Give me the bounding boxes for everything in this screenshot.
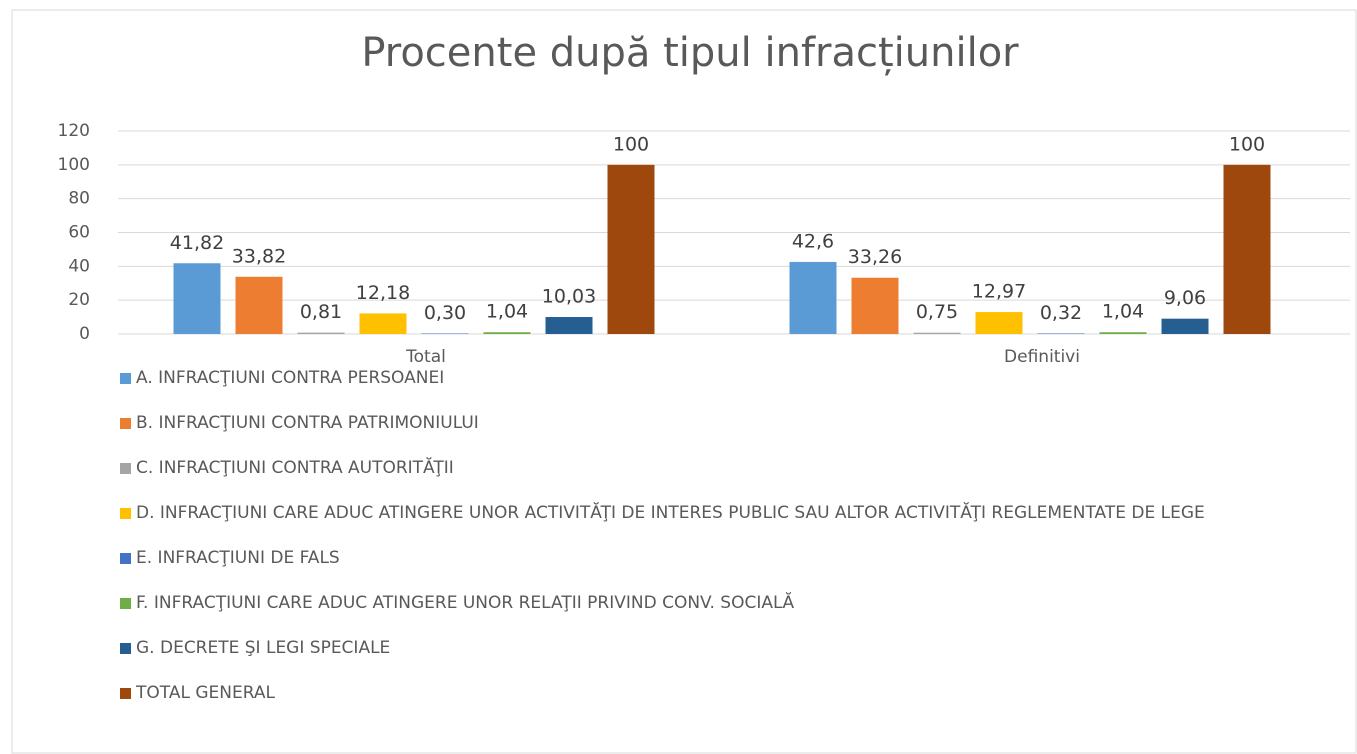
y-tick-label: 40 <box>68 256 90 276</box>
legend-label: F. INFRACŢIUNI CARE ADUC ATINGERE UNOR R… <box>136 593 795 613</box>
legend-item: G. DECRETE ŞI LEGI SPECIALE <box>120 636 1230 681</box>
y-tick-label: 80 <box>68 189 90 209</box>
data-label: 41,82 <box>170 232 224 254</box>
bar <box>1161 318 1209 334</box>
legend-swatch <box>120 418 131 429</box>
data-label: 42,6 <box>792 230 834 252</box>
legend-item: A. INFRACŢIUNI CONTRA PERSOANEI <box>120 366 1230 411</box>
data-label: 0,81 <box>300 301 342 323</box>
data-label: 0,30 <box>424 302 466 324</box>
legend-label: D. INFRACŢIUNI CARE ADUC ATINGERE UNOR A… <box>136 503 1205 523</box>
data-label: 0,32 <box>1040 302 1082 324</box>
legend-label: A. INFRACŢIUNI CONTRA PERSOANEI <box>136 368 445 388</box>
data-label: 0,75 <box>916 301 958 323</box>
legend-swatch <box>120 553 131 564</box>
data-label: 12,97 <box>972 281 1026 303</box>
bar <box>483 332 531 334</box>
bar <box>173 263 221 334</box>
data-label: 9,06 <box>1164 287 1206 309</box>
bar <box>913 332 961 334</box>
chart-border <box>11 9 1357 754</box>
x-tick-label: Definitivi <box>1004 347 1080 367</box>
y-tick-label: 100 <box>58 155 90 175</box>
bar <box>851 277 899 334</box>
data-label: 100 <box>613 133 649 155</box>
legend-swatch <box>120 373 131 384</box>
bar <box>297 332 345 334</box>
data-label: 1,04 <box>1102 301 1144 323</box>
bar <box>235 276 283 334</box>
y-tick-label: 60 <box>68 223 90 243</box>
bar <box>607 164 655 334</box>
chart-title: Procente după tipul infracțiunilor <box>361 30 1019 76</box>
legend-item: F. INFRACŢIUNI CARE ADUC ATINGERE UNOR R… <box>120 591 1230 636</box>
legend-item: D. INFRACŢIUNI CARE ADUC ATINGERE UNOR A… <box>120 501 1230 546</box>
legend-swatch <box>120 463 131 474</box>
data-label: 10,03 <box>542 286 596 308</box>
bar <box>359 313 407 334</box>
data-label: 12,18 <box>356 282 410 304</box>
legend-swatch <box>120 688 131 699</box>
legend: A. INFRACŢIUNI CONTRA PERSOANEI B. INFRAC… <box>120 366 1230 726</box>
legend-item: TOTAL GENERAL <box>120 681 1230 726</box>
legend-label: TOTAL GENERAL <box>136 683 275 703</box>
y-tick-label: 120 <box>58 121 90 141</box>
legend-swatch <box>120 508 131 519</box>
legend-label: C. INFRACŢIUNI CONTRA AUTORITĂŢII <box>136 458 454 478</box>
bar <box>975 312 1023 334</box>
legend-swatch <box>120 598 131 609</box>
legend-item: E. INFRACŢIUNI DE FALS <box>120 546 1230 591</box>
data-label: 100 <box>1229 133 1265 155</box>
y-tick-label: 20 <box>68 290 90 310</box>
bar <box>545 317 593 334</box>
legend-item: B. INFRACŢIUNI CONTRA PATRIMONIULUI <box>120 411 1230 456</box>
bar <box>789 261 837 334</box>
data-label: 33,82 <box>232 245 286 267</box>
bar <box>421 333 469 334</box>
bar <box>1223 164 1271 334</box>
x-tick-label: Total <box>405 347 446 367</box>
legend-label: E. INFRACŢIUNI DE FALS <box>136 548 340 568</box>
data-label: 33,26 <box>848 246 902 268</box>
y-tick-label: 0 <box>79 324 90 344</box>
legend-label: B. INFRACŢIUNI CONTRA PATRIMONIULUI <box>136 413 479 433</box>
legend-swatch <box>120 643 131 654</box>
data-label: 1,04 <box>486 301 528 323</box>
legend-item: C. INFRACŢIUNI CONTRA AUTORITĂŢII <box>120 456 1230 501</box>
legend-label: G. DECRETE ŞI LEGI SPECIALE <box>136 638 391 658</box>
bar <box>1037 333 1085 334</box>
bar <box>1099 332 1147 334</box>
